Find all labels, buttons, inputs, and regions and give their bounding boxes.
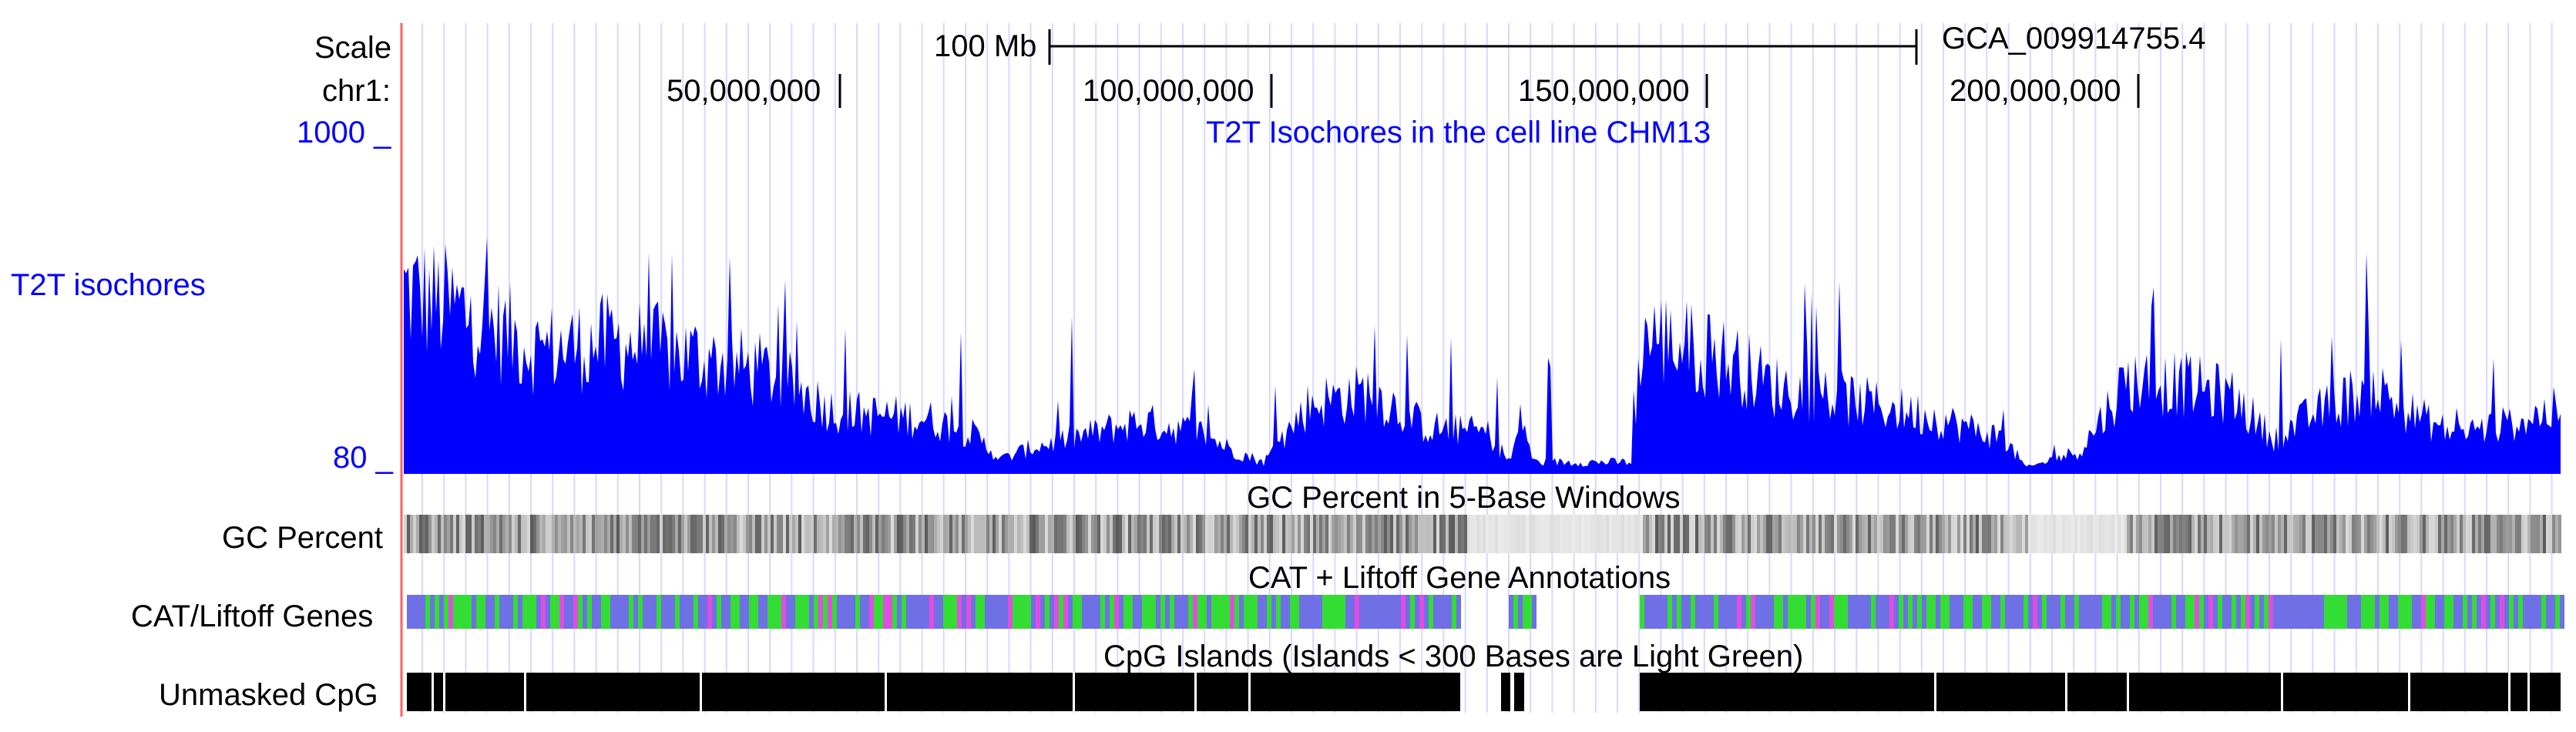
- cpg-track-label[interactable]: Unmasked CpG: [159, 678, 378, 712]
- gc-percent-bar[interactable]: [404, 515, 2561, 553]
- cpg-track-title: CpG Islands (Islands < 300 Bases are Lig…: [1103, 640, 1804, 673]
- isochore-signal-area[interactable]: [404, 237, 2561, 474]
- scale-bar-label: 100 Mb: [934, 29, 1037, 63]
- gc-track-label[interactable]: GC Percent: [222, 521, 383, 555]
- scale-bar: [1048, 29, 1918, 65]
- isochore-ymax-label: 1000 _: [297, 116, 391, 149]
- gene-track-label[interactable]: CAT/Liftoff Genes: [131, 599, 374, 633]
- cpg-islands-bar[interactable]: [407, 673, 2561, 711]
- ruler-tick-label-200m: 200,000,000: [1950, 74, 2121, 108]
- gene-track-title: CAT + Liftoff Gene Annotations: [1248, 561, 1671, 595]
- scale-label: Scale: [314, 31, 392, 65]
- ruler-tick-label-50m: 50,000,000: [667, 74, 821, 108]
- ruler-ticks: [838, 74, 2140, 108]
- isochore-track-title: T2T Isochores in the cell line CHM13: [1206, 116, 1711, 149]
- ruler-tick-label-150m: 150,000,000: [1518, 74, 1690, 108]
- isochore-track-label[interactable]: T2T isochores: [11, 268, 206, 302]
- cat-liftoff-genes-bar[interactable]: [407, 595, 2564, 629]
- gc-track-title: GC Percent in 5-Base Windows: [1247, 481, 1681, 515]
- ruler-tick-label-100m: 100,000,000: [1083, 74, 1254, 108]
- assembly-label: GCA_009914755.4: [1942, 22, 2206, 55]
- isochore-ymin-label: 80 _: [333, 441, 393, 475]
- chrom-label: chr1:: [322, 74, 391, 108]
